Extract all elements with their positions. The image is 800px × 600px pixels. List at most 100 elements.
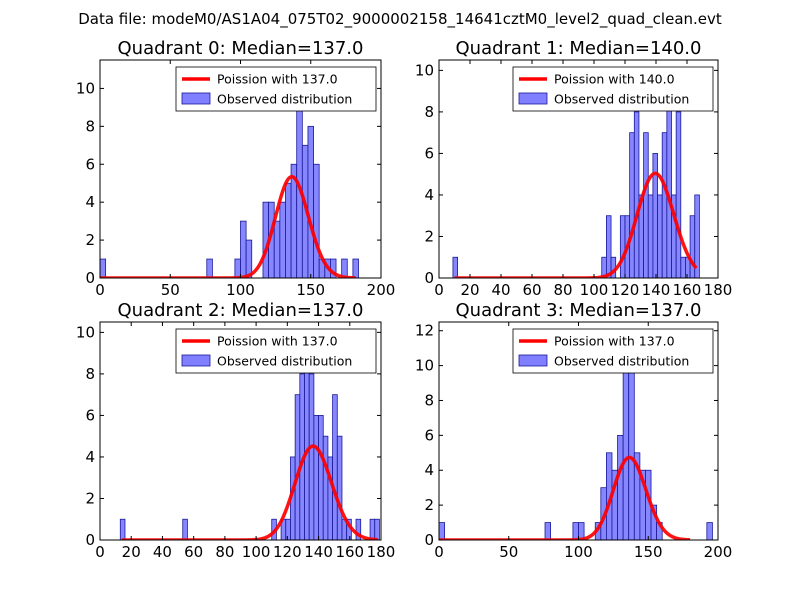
- histogram-bar: [439, 522, 445, 540]
- y-tick-label: 10: [76, 323, 95, 341]
- histogram-bar: [374, 518, 380, 540]
- quadrant-3-title: Quadrant 3: Median=137.0: [456, 300, 702, 321]
- histogram-bar: [629, 132, 635, 278]
- legend: Poission with 140.0 Observed distribution: [512, 66, 714, 112]
- figure-title: Data file: modeM0/AS1A04_075T02_90000021…: [78, 10, 722, 29]
- y-tick-label: 10: [76, 79, 95, 97]
- x-tick-label: 60: [522, 281, 541, 299]
- histogram-bar: [206, 258, 213, 278]
- histogram-bar: [606, 215, 612, 278]
- legend-bar-label: Observed distribution: [554, 92, 689, 107]
- quadrant-1-title: Quadrant 1: Median=140.0: [456, 38, 702, 59]
- x-tick-label: 50: [161, 281, 180, 299]
- histogram-bar: [694, 194, 700, 278]
- histogram-bar: [643, 132, 649, 278]
- x-tick-label: 180: [367, 543, 396, 561]
- histogram-bar: [706, 522, 713, 540]
- y-tick-label: 4: [85, 448, 95, 466]
- x-tick-label: 160: [335, 543, 364, 561]
- y-tick-label: 8: [424, 103, 434, 121]
- y-tick-label: 4: [424, 186, 434, 204]
- x-tick-label: 200: [704, 543, 733, 561]
- histogram-bar: [341, 258, 348, 278]
- legend-bar-swatch: [518, 92, 548, 105]
- y-tick-label: 6: [424, 426, 434, 444]
- legend-curve-label: Poission with 137.0: [554, 334, 675, 349]
- histogram-bar: [689, 215, 696, 278]
- x-tick-label: 100: [242, 543, 271, 561]
- histogram-bar: [308, 373, 315, 540]
- histogram-bar: [572, 522, 579, 540]
- y-tick-label: 0: [424, 531, 434, 549]
- y-tick-label: 4: [85, 193, 95, 211]
- x-tick-label: 40: [491, 281, 510, 299]
- histogram-bar: [628, 365, 635, 540]
- legend-bar-label: Observed distribution: [217, 92, 352, 107]
- x-tick-label: 150: [634, 543, 663, 561]
- y-tick-label: 2: [85, 489, 95, 507]
- x-tick-label: 0: [434, 543, 444, 561]
- x-tick-label: 100: [580, 281, 609, 299]
- histogram-bar: [285, 518, 291, 540]
- histogram-bar: [332, 394, 338, 540]
- poisson-curve: [454, 171, 698, 278]
- histogram-bar: [307, 125, 314, 278]
- panels: Quadrant 0: Median=137.00 50 100 150 2000246…: [76, 38, 732, 561]
- x-tick-label: 140: [304, 543, 333, 561]
- histogram-bar: [675, 111, 682, 278]
- histogram-bar: [313, 163, 320, 278]
- histogram-bar: [633, 111, 640, 278]
- histogram-bar: [279, 201, 286, 278]
- x-tick-label: 100: [564, 543, 593, 561]
- x-tick-label: 20: [122, 543, 141, 561]
- quadrant-0-title: Quadrant 0: Median=137.0: [118, 38, 364, 59]
- x-tick-label: 60: [184, 543, 203, 561]
- histogram-bar: [544, 522, 552, 540]
- axes-frame: [438, 59, 719, 279]
- axes-frame: [99, 321, 382, 541]
- histogram-bar: [619, 215, 626, 278]
- legend-bar-swatch: [518, 354, 548, 367]
- x-tick-label: 180: [704, 281, 733, 299]
- x-tick-label: 150: [296, 281, 325, 299]
- histogram-bar: [661, 132, 668, 278]
- quadrant-0-panel: Quadrant 0: Median=137.0 0 50 100 150 200 0 2 4 6…: [76, 38, 395, 299]
- y-tick-label: 6: [85, 406, 95, 424]
- x-tick-label: 20: [460, 281, 479, 299]
- legend-bar-label: Observed distribution: [554, 354, 689, 369]
- y-tick-label: 8: [85, 365, 95, 383]
- x-tick-label: 50: [499, 543, 518, 561]
- y-tick-label: 8: [424, 391, 434, 409]
- x-tick-label: 160: [673, 281, 702, 299]
- histogram-bar: [234, 258, 241, 278]
- y-tick-label: 2: [424, 227, 434, 245]
- legend-curve-label: Poission with 137.0: [217, 334, 338, 349]
- histogram-bar: [666, 90, 672, 278]
- histogram-bar: [318, 415, 324, 540]
- histogram-bar: [369, 518, 376, 540]
- y-tick-label: 10: [415, 61, 434, 79]
- y-tick-label: 8: [85, 117, 95, 135]
- y-tick-label: 0: [85, 531, 95, 549]
- y-tick-label: 0: [424, 269, 434, 287]
- x-tick-label: 120: [611, 281, 640, 299]
- histogram-bar: [100, 258, 107, 278]
- histogram-bar: [617, 434, 624, 540]
- quadrant-1-panel: Quadrant 1: Median=140.00 20 40 60 80 100 120 1…: [415, 38, 732, 299]
- histogram-bar: [240, 220, 247, 278]
- legend: Poission with 137.0 Observed distribution: [512, 328, 714, 374]
- histogram-bar: [245, 239, 253, 278]
- x-tick-label: 120: [273, 543, 302, 561]
- x-tick-label: 140: [642, 281, 671, 299]
- histogram-bar: [336, 435, 343, 540]
- x-tick-label: 0: [95, 543, 105, 561]
- y-tick-label: 6: [424, 144, 434, 162]
- legend: Poission with 137.0 Observed distribution: [175, 328, 377, 374]
- histogram-bar: [313, 415, 319, 540]
- legend-box: [512, 328, 714, 374]
- x-tick-label: 200: [367, 281, 396, 299]
- legend-box: [512, 66, 714, 112]
- y-tick-label: 6: [85, 155, 95, 173]
- x-tick-label: 40: [153, 543, 172, 561]
